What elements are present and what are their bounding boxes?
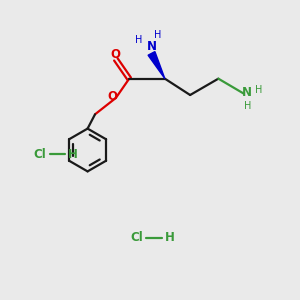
Text: H: H [255,85,263,95]
Text: H: H [135,35,143,45]
Polygon shape [148,52,165,79]
Text: O: O [110,48,120,61]
Text: Cl: Cl [34,148,46,161]
Text: H: H [68,148,78,161]
Text: H: H [164,231,174,244]
Text: O: O [107,90,117,103]
Text: H: H [244,101,251,111]
Text: N: N [146,40,157,53]
Text: Cl: Cl [130,231,143,244]
Text: N: N [242,85,252,98]
Text: H: H [154,30,162,40]
